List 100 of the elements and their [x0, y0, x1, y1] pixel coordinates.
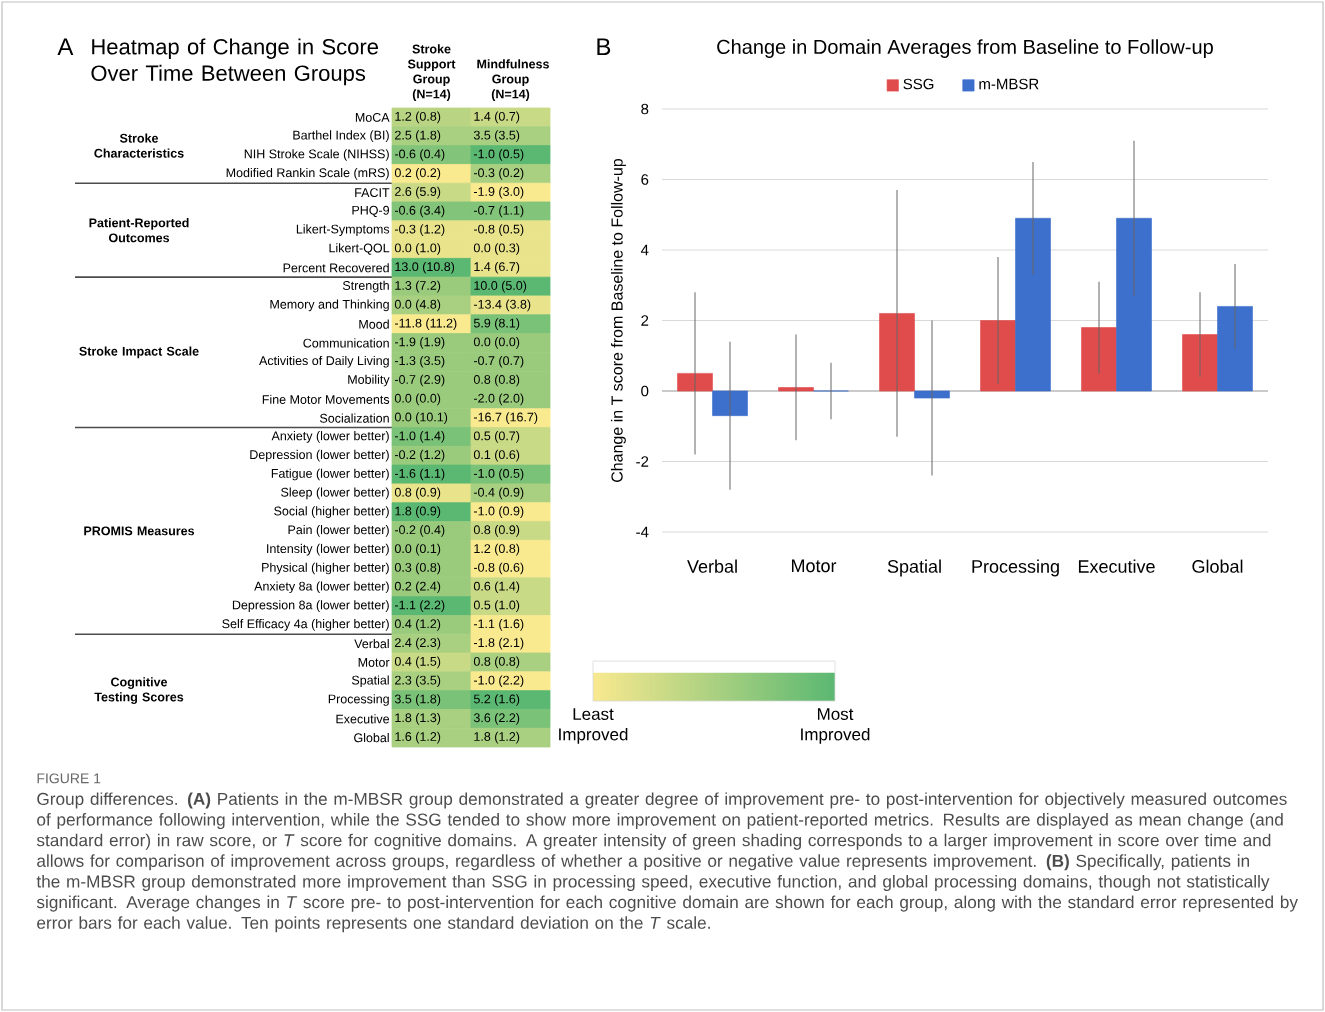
data-label: -1.0 (0.5) — [473, 468, 524, 481]
x-tick-label: Mindfulness Group (N=14) — [477, 59, 549, 101]
bar — [1217, 306, 1253, 392]
data-label: -0.7 (2.9) — [394, 374, 445, 387]
data-label: 0.0 (10.1) — [394, 412, 448, 424]
data-label: -1.0 (0.9) — [473, 506, 524, 518]
y-tick-label: Depression 8a (lower better) — [232, 600, 389, 612]
y-tick-label: Socialization — [319, 413, 389, 423]
data-label: -0.3 (1.2) — [394, 224, 445, 237]
data-label: -11.8 (11.2) — [394, 318, 457, 330]
y-tick-label: Pain (lower better) — [288, 525, 389, 537]
data-label: 1.8 (1.2) — [474, 731, 520, 744]
data-label: -1.0 (2.2) — [473, 675, 524, 688]
data-label: -0.6 (3.4) — [394, 205, 445, 218]
y-tick-label: Likert-QOL — [329, 243, 390, 255]
data-label: -1.1 (2.2) — [394, 600, 445, 612]
data-label: -1.9 (1.9) — [394, 337, 445, 349]
data-label: -1.1 (1.6) — [473, 619, 524, 631]
y-tick-label: -2 — [636, 456, 649, 467]
data-label: 2.4 (2.3) — [395, 637, 441, 650]
data-label: 3.5 (3.5) — [473, 130, 520, 143]
text: Cognitive Testing Scores — [94, 677, 184, 704]
y-axis-title: Change in T score from Baseline to Follow-up — [610, 158, 626, 482]
y-tick-label: Motor — [358, 658, 390, 667]
y-tick-label: Intensity (lower better) — [267, 543, 389, 556]
text: B — [597, 38, 611, 55]
data-label: 2.6 (5.9) — [395, 186, 441, 199]
data-label: 0.5 (1.0) — [473, 600, 520, 612]
bar — [1116, 217, 1152, 392]
data-label: 0.0 (4.8) — [394, 299, 441, 312]
legend-label: m-MBSR — [979, 78, 1039, 90]
x-tick-label: Processing — [972, 559, 1059, 577]
data-label: 0.2 (2.4) — [394, 581, 441, 594]
data-label: -0.7 (0.7) — [473, 355, 524, 368]
text: Group differences. (A) Patients in the m-MBSR group demonstrated a greater degree of improvement pre- to post-intervention for objectively measured outcomes of performance following intervention, while the SSG tended to show more improvement on patient-reported metrics. Results are displayed as mean change (and standard error) in raw score, or T score for cognitive domains. A greater intensity of green shading corresponds to a larger improvement in score over time and allows for comparison of improvement across groups, regardless of whether a positive or negative value represents improvement. (B) Specifically, patients in the m-MBSR group demonstrated more improvement than SSG in processing speed, executive function, and global processing domains, though not statistically significant. Average changes in T score pre- to post-intervention for each cognitive domain are shown for each group, along with the standard error represented by error bars for each value. Ten points represents one standard deviation on the T scale. — [36, 792, 1298, 933]
chart-title: Change in Domain Averages from Baseline to Follow-up — [717, 39, 1213, 58]
data-label: 0.1 (0.6) — [473, 449, 520, 462]
data-label: -0.3 (0.2) — [473, 167, 524, 180]
y-tick-label: NIH Stroke Scale (NIHSS) — [244, 149, 389, 161]
data-label: 0.0 (0.1) — [394, 543, 441, 556]
data-label: -2.0 (2.0) — [473, 393, 524, 406]
chart-title: Heatmap of Change in Score Over Time Between Groups — [91, 38, 378, 86]
data-label: 0.5 (0.7) — [473, 431, 520, 443]
data-label: 2.5 (1.8) — [395, 130, 441, 143]
y-tick-label: Barthel Index (BI) — [293, 130, 389, 143]
data-label: 0.0 (0.3) — [473, 243, 520, 255]
text: PROMIS Measures — [84, 526, 195, 536]
y-tick-label: Communication — [303, 338, 389, 348]
color-bar-label: Least Improved — [559, 708, 628, 744]
data-label: -0.6 (0.4) — [394, 149, 445, 161]
y-tick-label: Social (higher better) — [274, 506, 389, 518]
bar — [778, 387, 814, 392]
y-tick-label: Verbal — [354, 639, 389, 649]
y-tick-label: 6 — [641, 174, 649, 185]
data-label: 3.6 (2.2) — [473, 712, 520, 725]
x-tick-label: Verbal — [687, 559, 737, 573]
data-label: 0.8 (0.8) — [473, 656, 520, 669]
data-label: -16.7 (16.7) — [473, 412, 538, 424]
data-label: 5.2 (1.6) — [473, 694, 520, 706]
y-tick-label: Mobility — [348, 374, 390, 387]
y-tick-label: Executive — [336, 714, 390, 724]
data-label: -1.8 (2.1) — [473, 637, 524, 650]
data-label: -1.3 (3.5) — [394, 355, 445, 368]
y-tick-label: Memory and Thinking — [270, 299, 389, 312]
y-tick-label: Likert-Symptoms — [296, 224, 390, 237]
data-label: -1.6 (1.1) — [394, 468, 445, 481]
bar — [677, 373, 713, 392]
data-label: 1.8 (1.3) — [395, 712, 441, 725]
text: A — [57, 38, 74, 55]
data-label: 0.4 (1.5) — [394, 656, 441, 669]
y-tick-label: Physical (higher better) — [262, 562, 389, 575]
data-label: 3.5 (1.8) — [394, 694, 441, 706]
data-label: 1.6 (1.2) — [395, 731, 441, 744]
y-tick-label: MoCA — [355, 112, 390, 122]
data-label: 1.4 (6.7) — [474, 261, 520, 274]
data-label: -0.2 (1.2) — [394, 449, 445, 462]
data-label: -13.4 (3.8) — [473, 299, 531, 312]
data-label: -1.0 (1.4) — [394, 431, 445, 443]
y-tick-label: Strength — [342, 280, 389, 293]
y-tick-label: Spatial — [351, 675, 389, 688]
y-tick-label: 8 — [641, 103, 649, 115]
data-label: -0.8 (0.6) — [473, 562, 524, 575]
x-tick-label: Motor — [791, 559, 837, 573]
y-tick-label: Activities of Daily Living — [259, 355, 389, 368]
data-label: 0.8 (0.8) — [473, 374, 520, 387]
data-label: 0.0 (1.0) — [394, 243, 441, 255]
data-label: -1.9 (3.0) — [473, 186, 524, 199]
y-tick-label: Percent Recovered — [283, 263, 389, 273]
data-label: -0.7 (1.1) — [473, 205, 524, 218]
bar — [712, 390, 748, 416]
y-tick-label: 0 — [641, 385, 649, 397]
text: Patient-Reported Outcomes — [89, 218, 189, 243]
data-label: 1.2 (0.8) — [474, 543, 520, 556]
y-tick-label: PHQ-9 — [352, 205, 390, 217]
data-label: 1.3 (7.2) — [395, 280, 441, 293]
bar — [879, 313, 915, 392]
caption: FIGURE 1 — [37, 773, 101, 784]
data-label: 0.0 (0.0) — [473, 337, 520, 349]
data-label: 0.3 (0.8) — [394, 562, 441, 575]
color-bar-label: Most Improved — [801, 708, 870, 744]
